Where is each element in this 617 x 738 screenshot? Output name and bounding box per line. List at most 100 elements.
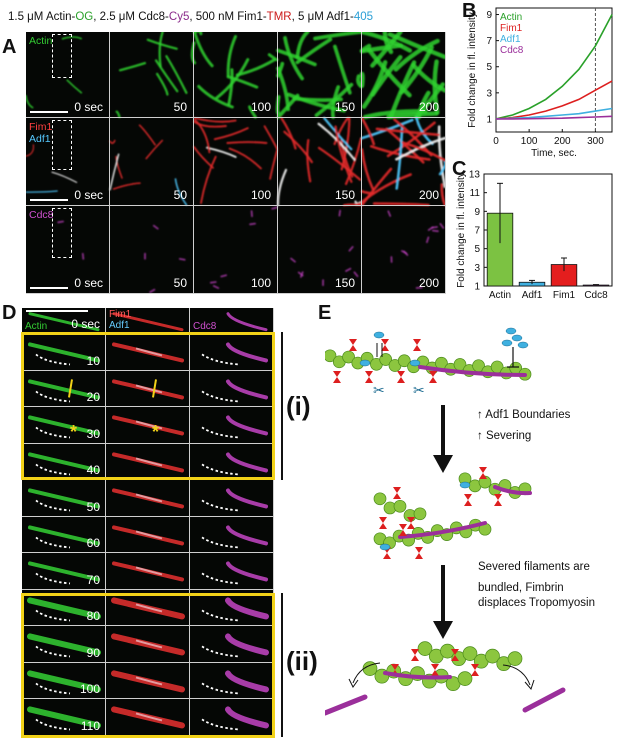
filament — [193, 32, 214, 68]
fimbrin-icon — [407, 517, 415, 529]
cell-image — [28, 378, 100, 402]
channel-label: Fim1 Adf1 — [29, 121, 52, 145]
time-label: 200 — [418, 100, 439, 114]
filament — [360, 190, 375, 195]
timelapse-cell: 60 — [22, 516, 106, 553]
timelapse-cell — [106, 553, 190, 590]
filament — [403, 250, 409, 256]
header-part: , 500 nM Fim1- — [189, 11, 267, 23]
filament-signal — [28, 312, 100, 332]
fimbrin-icon — [464, 494, 472, 506]
actin-subunit — [393, 499, 407, 513]
adf1-icon — [409, 359, 421, 367]
timelapse-cell — [106, 516, 190, 553]
released-tropomyosin — [522, 687, 566, 713]
header-part: 1.5 μM Actin- — [8, 11, 76, 23]
actin-subunit — [325, 349, 337, 363]
adf1-icon — [359, 359, 371, 367]
time-label: 50 — [173, 188, 187, 202]
time-label: 90 — [86, 645, 100, 660]
filament — [333, 116, 349, 146]
fimbrin-icon — [471, 664, 479, 676]
filament — [286, 92, 346, 113]
filament — [439, 223, 445, 229]
filament-trace — [201, 353, 239, 366]
cell-image — [112, 451, 184, 472]
actin-subunit — [379, 353, 393, 366]
actin-subunit — [413, 507, 427, 521]
filament — [361, 60, 388, 109]
time-label: 200 — [418, 188, 439, 202]
filament — [338, 209, 341, 217]
roi-box — [52, 208, 72, 258]
filament — [61, 36, 82, 40]
time-label: 200 — [418, 276, 439, 290]
schematic-text-line: ↑ Severing — [477, 430, 532, 442]
fimbrin-icon — [379, 517, 387, 529]
cell-image — [201, 706, 269, 731]
filament — [431, 226, 438, 229]
filament-signal — [226, 488, 268, 509]
adf1-signal — [135, 712, 163, 722]
plot-frame — [495, 7, 613, 133]
time-label: 150 — [334, 276, 355, 290]
filament-signal — [225, 669, 269, 692]
adf1-signal — [135, 675, 163, 685]
filament-trace — [35, 609, 71, 621]
timelapse-cell — [106, 370, 190, 407]
filament — [280, 116, 297, 150]
time-label: 70 — [86, 572, 100, 587]
roi-box — [52, 120, 72, 170]
filament-trace — [35, 645, 71, 658]
panel-e-schematic: ✂ ✂ — [325, 327, 566, 716]
time-label: 100 — [250, 100, 271, 114]
cell-image — [201, 561, 268, 585]
channel-name: Adf1 — [109, 320, 130, 331]
filament — [115, 155, 123, 179]
channel-name: Cdc8 — [193, 321, 217, 332]
channel-name: Adf1 — [29, 133, 51, 145]
timelapse-cell — [106, 626, 190, 663]
micrograph-tile: 100 — [194, 32, 278, 118]
cell-image — [201, 415, 268, 439]
cell-image — [112, 415, 184, 436]
filament — [57, 220, 64, 224]
highlight-box-i — [21, 332, 275, 480]
severing-marker — [68, 378, 73, 398]
schematic-text-line: displaces Tropomyosin — [478, 597, 595, 609]
adf1-icon — [517, 341, 529, 349]
x-axis-label: Time, sec. — [531, 148, 577, 159]
group-label-ii: (ii) — [286, 646, 318, 676]
filament — [26, 94, 34, 109]
filament-trace — [201, 463, 239, 475]
filament — [372, 202, 430, 207]
cell-image — [201, 633, 269, 658]
filament — [249, 222, 256, 226]
timelapse-cell: 110 — [22, 699, 106, 736]
series-line — [495, 14, 613, 120]
actin-subunit — [397, 354, 411, 368]
schematic-text-line: bundled, Fimbrin — [478, 582, 564, 594]
y-tick-label: 9 — [474, 207, 480, 218]
release-arrow — [502, 664, 531, 686]
y-tick-label: 1 — [486, 114, 492, 125]
filament — [323, 116, 353, 151]
filament-signal — [27, 596, 101, 619]
filament-signal — [27, 633, 101, 656]
channel-label: Cdc8 — [29, 209, 54, 221]
adf1-signal — [135, 639, 163, 649]
fimbrin-icon — [451, 649, 459, 661]
actin-subunit — [507, 651, 523, 666]
panel-e-letter: E — [318, 302, 332, 324]
filament — [388, 60, 417, 119]
filament — [213, 127, 249, 141]
filament — [395, 136, 446, 161]
micrograph-tile: 0 sec Cdc8 — [26, 206, 110, 294]
filament — [276, 61, 285, 78]
cell-image — [28, 312, 100, 332]
filament — [440, 183, 446, 207]
filament — [355, 202, 362, 207]
time-label: 150 — [334, 188, 355, 202]
adf1-signal — [135, 602, 163, 612]
cell-image — [201, 378, 268, 402]
